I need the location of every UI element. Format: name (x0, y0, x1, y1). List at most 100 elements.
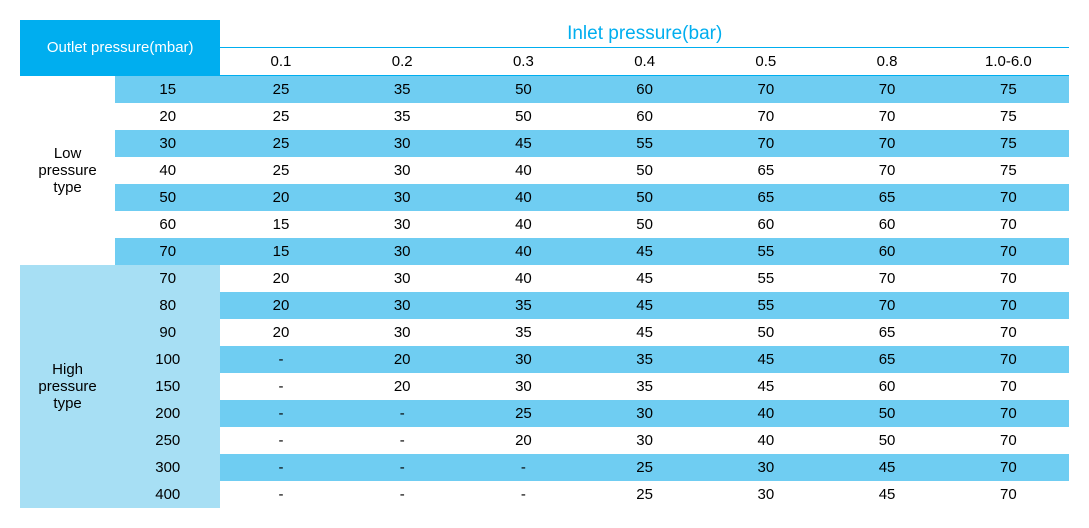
data-cell: 30 (342, 265, 463, 292)
data-cell: - (220, 454, 341, 481)
data-cell: 70 (948, 481, 1069, 508)
data-cell: 25 (463, 400, 584, 427)
data-cell: 25 (584, 481, 705, 508)
data-cell: 45 (826, 481, 947, 508)
outlet-mbar: 300 (115, 454, 220, 481)
table-row: Highpressuretype7020304045557070 (20, 265, 1069, 292)
data-cell: 55 (705, 238, 826, 265)
data-cell: 60 (826, 211, 947, 238)
data-cell: 70 (826, 130, 947, 157)
table-row: 6015304050606070 (20, 211, 1069, 238)
data-cell: 20 (463, 427, 584, 454)
table-row: 250--2030405070 (20, 427, 1069, 454)
outlet-mbar: 200 (115, 400, 220, 427)
table-row: 3025304555707075 (20, 130, 1069, 157)
data-cell: 20 (220, 184, 341, 211)
inlet-col-2: 0.3 (463, 48, 584, 76)
table-row: 4025304050657075 (20, 157, 1069, 184)
data-cell: - (220, 481, 341, 508)
data-cell: 20 (220, 319, 341, 346)
group-label-low: Lowpressuretype (20, 76, 115, 266)
header-row-1: Outlet pressure(mbar) Inlet pressure(bar… (20, 20, 1069, 48)
group-label-high: Highpressuretype (20, 265, 115, 508)
data-cell: 35 (342, 76, 463, 104)
data-cell: 30 (342, 319, 463, 346)
data-cell: 40 (705, 427, 826, 454)
data-cell: 70 (948, 454, 1069, 481)
outlet-mbar: 30 (115, 130, 220, 157)
data-cell: 65 (705, 184, 826, 211)
group-label-line: type (20, 179, 115, 196)
table-row: 200--2530405070 (20, 400, 1069, 427)
group-label-line: pressure (20, 378, 115, 395)
table-row: 300---25304570 (20, 454, 1069, 481)
inlet-pressure-header: Inlet pressure(bar) (220, 20, 1069, 48)
data-cell: 40 (463, 265, 584, 292)
outlet-mbar: 400 (115, 481, 220, 508)
outlet-mbar: 15 (115, 76, 220, 104)
table-body: Lowpressuretype1525355060707075202535506… (20, 76, 1069, 509)
data-cell: 25 (220, 76, 341, 104)
data-cell: 45 (705, 373, 826, 400)
data-cell: 60 (826, 373, 947, 400)
data-cell: 50 (463, 103, 584, 130)
group-label-line: High (20, 361, 115, 378)
data-cell: 25 (584, 454, 705, 481)
data-cell: 60 (826, 238, 947, 265)
group-label-line: pressure (20, 162, 115, 179)
pressure-table: Outlet pressure(mbar) Inlet pressure(bar… (20, 20, 1069, 508)
outlet-mbar: 90 (115, 319, 220, 346)
table-row: 5020304050656570 (20, 184, 1069, 211)
data-cell: 30 (584, 400, 705, 427)
data-cell: 25 (220, 157, 341, 184)
outlet-mbar: 50 (115, 184, 220, 211)
data-cell: 60 (705, 211, 826, 238)
outlet-mbar: 40 (115, 157, 220, 184)
data-cell: 75 (948, 76, 1069, 104)
data-cell: 50 (705, 319, 826, 346)
data-cell: 70 (948, 427, 1069, 454)
data-cell: 30 (463, 346, 584, 373)
data-cell: 45 (705, 346, 826, 373)
data-cell: 45 (826, 454, 947, 481)
data-cell: 40 (705, 400, 826, 427)
data-cell: 20 (220, 292, 341, 319)
data-cell: 45 (463, 130, 584, 157)
data-cell: 25 (220, 103, 341, 130)
group-label-line: Low (20, 145, 115, 162)
data-cell: 55 (705, 265, 826, 292)
data-cell: 70 (826, 292, 947, 319)
data-cell: 40 (463, 157, 584, 184)
data-cell: 20 (342, 373, 463, 400)
data-cell: 30 (705, 454, 826, 481)
data-cell: - (463, 454, 584, 481)
outlet-mbar: 250 (115, 427, 220, 454)
data-cell: - (220, 346, 341, 373)
data-cell: 75 (948, 103, 1069, 130)
data-cell: 60 (584, 76, 705, 104)
data-cell: 65 (826, 184, 947, 211)
data-cell: 65 (826, 346, 947, 373)
data-cell: 15 (220, 211, 341, 238)
data-cell: 40 (463, 184, 584, 211)
data-cell: 25 (220, 130, 341, 157)
data-cell: - (220, 400, 341, 427)
data-cell: 65 (705, 157, 826, 184)
data-cell: 55 (705, 292, 826, 319)
data-cell: - (220, 427, 341, 454)
table-row: 2025355060707075 (20, 103, 1069, 130)
outlet-pressure-header: Outlet pressure(mbar) (20, 20, 220, 76)
data-cell: 30 (584, 427, 705, 454)
data-cell: 70 (705, 130, 826, 157)
data-cell: 45 (584, 292, 705, 319)
data-cell: 50 (463, 76, 584, 104)
data-cell: 35 (584, 346, 705, 373)
data-cell: 70 (948, 346, 1069, 373)
data-cell: 70 (826, 265, 947, 292)
outlet-mbar: 70 (115, 265, 220, 292)
data-cell: 20 (220, 265, 341, 292)
inlet-col-6: 1.0-6.0 (948, 48, 1069, 76)
table-row: Lowpressuretype1525355060707075 (20, 76, 1069, 104)
data-cell: 15 (220, 238, 341, 265)
data-cell: - (342, 454, 463, 481)
